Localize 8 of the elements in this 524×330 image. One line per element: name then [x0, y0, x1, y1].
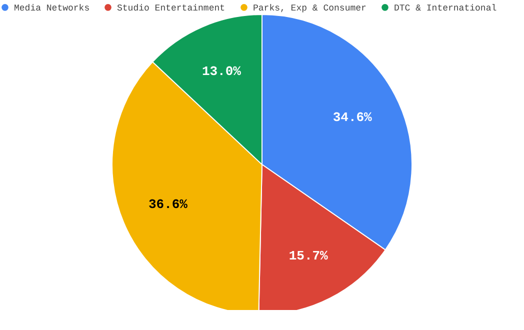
legend-label: Media Networks	[14, 3, 90, 14]
legend-label: DTC & International	[394, 3, 497, 14]
data-label: 13.0%	[202, 64, 242, 79]
data-label: 36.6%	[148, 197, 188, 212]
data-label: 34.6%	[332, 110, 372, 126]
legend-label: Parks, Exp & Consumer	[253, 3, 366, 14]
data-label: 15.7%	[288, 248, 328, 264]
legend-label: Studio Entertainment	[117, 3, 226, 14]
